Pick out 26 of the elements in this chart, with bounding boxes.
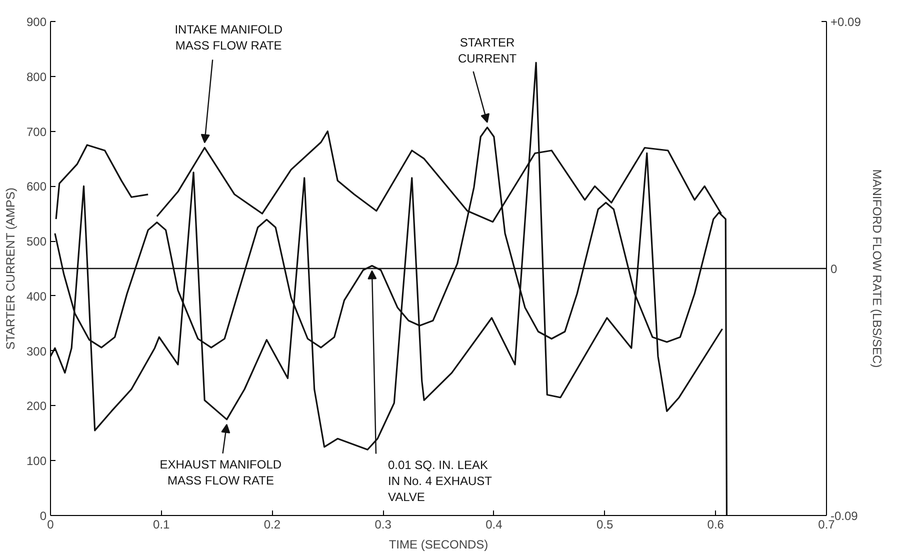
x-tick-label: 0.1 (153, 518, 170, 532)
y-tick-label: 600 (26, 180, 47, 194)
x-tick-label: 0.6 (707, 518, 724, 532)
y2-tick-label: +0.09 (830, 15, 862, 29)
y-tick-label: 700 (26, 124, 47, 139)
y-tick-label: 200 (26, 399, 47, 414)
annotation: STARTER CURRENT (458, 35, 518, 66)
x-tick-label: 0.2 (264, 518, 281, 532)
x-tick-label: 0.7 (818, 518, 836, 532)
annotation: 0.01 SQ. IN. LEAK IN No. 4 EXHAUST VALVE (388, 458, 493, 504)
annotation: INTAKE MANIFOLD MASS FLOW RATE (174, 22, 283, 53)
x-axis-title: TIME (SECONDS) (388, 538, 488, 552)
x-tick-label: 0.3 (374, 518, 392, 532)
y-tick-label: 300 (26, 344, 47, 358)
annotation: EXHAUST MANIFOLD MASS FLOW RATE (160, 457, 282, 488)
x-tick-label: 0.5 (596, 518, 614, 532)
y-tick-label: 900 (26, 15, 47, 29)
y2-tick-label: 0 (830, 262, 838, 276)
y2-axis-title: MANIFORD FLOW RATE (LBS/SEC) (870, 169, 884, 368)
y-tick-label: 500 (26, 234, 47, 249)
y-tick-label: 800 (26, 70, 47, 84)
y-tick-label: 100 (26, 454, 47, 468)
y-tick-label: 400 (26, 289, 47, 304)
y-tick-label: 0 (40, 509, 47, 523)
x-tick-label: 0.4 (486, 518, 503, 532)
y-axis-title: STARTER CURRENT (AMPS) (3, 188, 18, 350)
